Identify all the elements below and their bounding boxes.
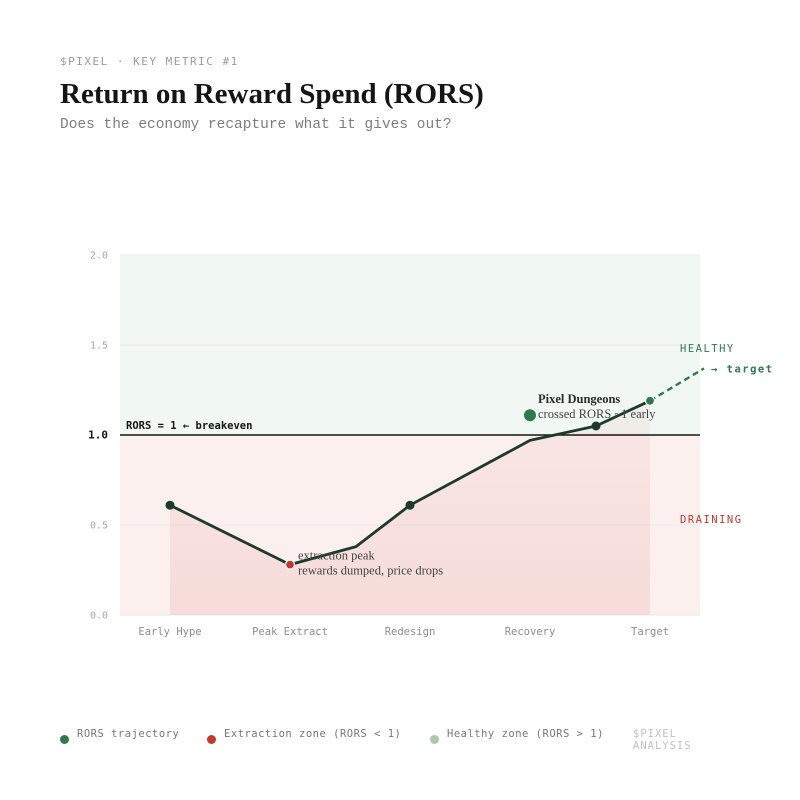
x-tick-label: Redesign	[385, 626, 436, 638]
target-label: → target	[711, 363, 774, 375]
source-credit: $PIXEL ANALYSIS	[633, 728, 723, 752]
pixel-dungeons-marker	[524, 409, 536, 421]
y-tick-label: 1.5	[90, 341, 108, 352]
legend-label: Healthy zone (RORS > 1)	[447, 728, 604, 740]
x-tick-label: Peak Extract	[252, 626, 328, 638]
extraction-annotation-text: rewards dumped, price drops	[298, 564, 443, 578]
legend-label: Extraction zone (RORS < 1)	[224, 728, 401, 740]
y-tick-label: 1.0	[88, 429, 108, 442]
legend-item-healthy-zone: Healthy zone (RORS > 1)	[430, 728, 625, 744]
x-tick-label: Recovery	[505, 626, 556, 638]
x-tick-label: Early Hype	[138, 626, 201, 638]
data-point	[646, 396, 655, 405]
data-point	[166, 501, 175, 510]
extraction-annotation-text: extraction peak	[298, 549, 375, 563]
legend-item-rors-trajectory: RORS trajectory	[60, 728, 190, 744]
legend-item-extraction-zone: Extraction zone (RORS < 1)	[207, 728, 407, 744]
pixel-dungeons-annotation-title: Pixel Dungeons	[538, 392, 620, 406]
legend-dot-icon	[430, 735, 439, 744]
y-tick-label: 0.0	[90, 611, 108, 622]
x-tick-label: Target	[631, 626, 669, 638]
data-point	[406, 501, 415, 510]
legend-dot-icon	[60, 735, 69, 744]
healthy-zone-label: HEALTHY	[680, 343, 735, 355]
breakeven-label: RORS = 1 ← breakeven	[126, 420, 252, 432]
draining-zone-label: DRAINING	[680, 514, 743, 526]
data-point	[592, 422, 601, 431]
pixel-dungeons-annotation-text: crossed RORS ~1 early	[538, 407, 656, 421]
y-tick-label: 2.0	[90, 251, 108, 262]
legend-dot-icon	[207, 735, 216, 744]
y-tick-label: 0.5	[90, 521, 108, 532]
legend-label: RORS trajectory	[77, 728, 179, 740]
data-point	[286, 560, 295, 569]
